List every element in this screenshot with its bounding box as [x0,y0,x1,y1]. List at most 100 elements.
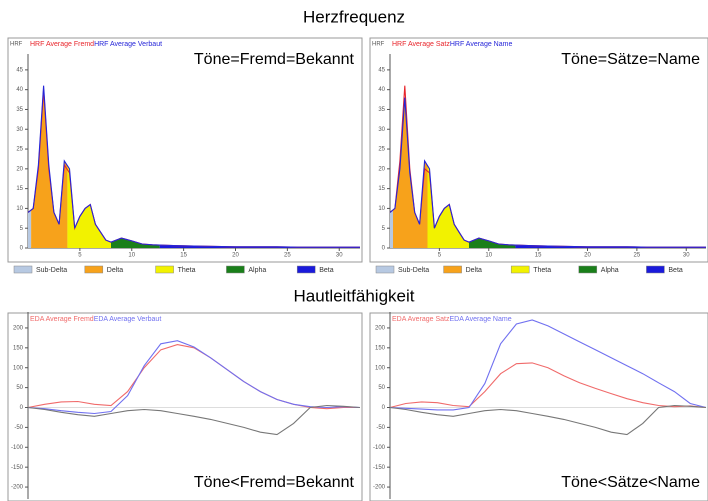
y-tick-label: 50 [378,385,385,391]
legend-swatch [296,265,316,274]
y-tick-label: 40 [378,87,385,93]
band-area [67,165,112,248]
legend-swatch [510,265,530,274]
series-line [27,404,361,436]
y-tick-label: 20 [378,166,385,172]
x-tick-label: 15 [535,253,542,259]
y-tick-label: -50 [376,425,385,431]
y-tick-label: 40 [16,87,23,93]
band-area [390,209,393,248]
y-tick-label: 200 [375,326,386,332]
legend-swatch [443,265,462,274]
series-label: EDA Average Fremd [30,316,94,323]
legend-label: Theta [533,267,551,274]
series-label: EDA Average Name [449,316,511,323]
legend-swatch [375,265,395,274]
y-tick-label: 150 [375,345,386,351]
y-tick-label: 50 [16,385,23,391]
series-line [27,340,361,415]
series-label: HRF Average Fremd [30,41,94,48]
y-tick-label: -150 [373,465,386,471]
series-label: HRF Average Verbaut [94,41,162,48]
panel [369,312,708,501]
y-axis-label: HRF [372,42,385,48]
legend-label: Beta [668,267,683,274]
annotation: Töne=Sätze=Name [561,51,700,68]
legend-label: Sub-Delta [398,267,429,274]
y-tick-label: 10 [16,206,23,212]
y-tick-label: 5 [20,226,24,232]
y-tick-label: 25 [378,147,385,153]
band-area [427,165,469,248]
x-tick-label: 15 [180,253,187,259]
series-label: HRF Average Satz [392,41,450,48]
y-tick-label: 20 [16,166,23,172]
legend-swatch [155,265,174,274]
annotation: Töne=Fremd=Bekannt [194,51,355,68]
legend-label: Delta [466,267,482,274]
x-tick-label: 10 [128,253,135,259]
band-area [31,85,68,248]
series-label: EDA Average Satz [392,316,450,323]
series-line [389,319,707,411]
y-tick-label: 100 [375,365,386,371]
heading: Herzfrequenz [303,7,405,26]
band-area [469,238,516,248]
x-tick-label: 25 [284,253,291,259]
legend-label: Theta [178,267,196,274]
y-tick-label: 0 [20,246,24,252]
legend-swatch [646,265,665,274]
y-tick-label: 0 [382,405,386,411]
series-label: HRF Average Name [450,41,513,48]
series-line [389,97,706,248]
y-tick-label: -100 [373,445,386,451]
legend-swatch [84,265,104,274]
panel [7,312,363,501]
y-tick-label: 200 [13,326,24,332]
y-axis-label: HRF [10,42,23,48]
legend-swatch [226,265,245,274]
y-tick-label: 0 [382,246,386,252]
heading: Hautleitfähigkeit [294,286,415,305]
x-tick-label: 5 [438,253,442,259]
y-tick-label: 35 [16,107,23,113]
y-tick-label: 15 [378,186,385,192]
y-tick-label: 5 [382,226,386,232]
legend-label: Sub-Delta [36,267,67,274]
series-line [27,85,360,248]
annotation: Töne<Sätze<Name [561,474,700,491]
y-tick-label: 150 [13,345,24,351]
x-tick-label: 25 [634,253,641,259]
y-tick-label: 100 [13,365,24,371]
legend-swatch [13,265,33,274]
y-tick-label: 35 [378,107,385,113]
series-line [389,362,707,409]
band-area [111,238,160,248]
series-label: EDA Average Verbaut [94,316,162,323]
y-tick-label: 45 [16,67,23,73]
y-tick-label: 10 [378,206,385,212]
x-tick-label: 20 [584,253,591,259]
annotation: Töne<Fremd=Bekannt [194,474,355,491]
y-tick-label: 30 [16,127,23,133]
band-area [28,210,32,248]
band-area [392,97,428,248]
x-tick-label: 5 [78,253,82,259]
y-tick-label: 0 [20,405,24,411]
y-tick-label: 30 [378,127,385,133]
legend-label: Beta [319,267,334,274]
y-tick-label: -200 [373,485,386,491]
y-tick-label: -200 [11,485,24,491]
legend-swatch [578,265,598,274]
legend-label: Alpha [601,267,619,274]
y-tick-label: 25 [16,147,23,153]
legend-label: Alpha [248,267,266,274]
series-line [389,404,707,436]
legend-label: Delta [107,267,123,274]
y-tick-label: 15 [16,186,23,192]
y-tick-label: -150 [11,465,24,471]
y-tick-label: -100 [11,445,24,451]
x-tick-label: 30 [336,253,343,259]
y-tick-label: 45 [378,67,385,73]
